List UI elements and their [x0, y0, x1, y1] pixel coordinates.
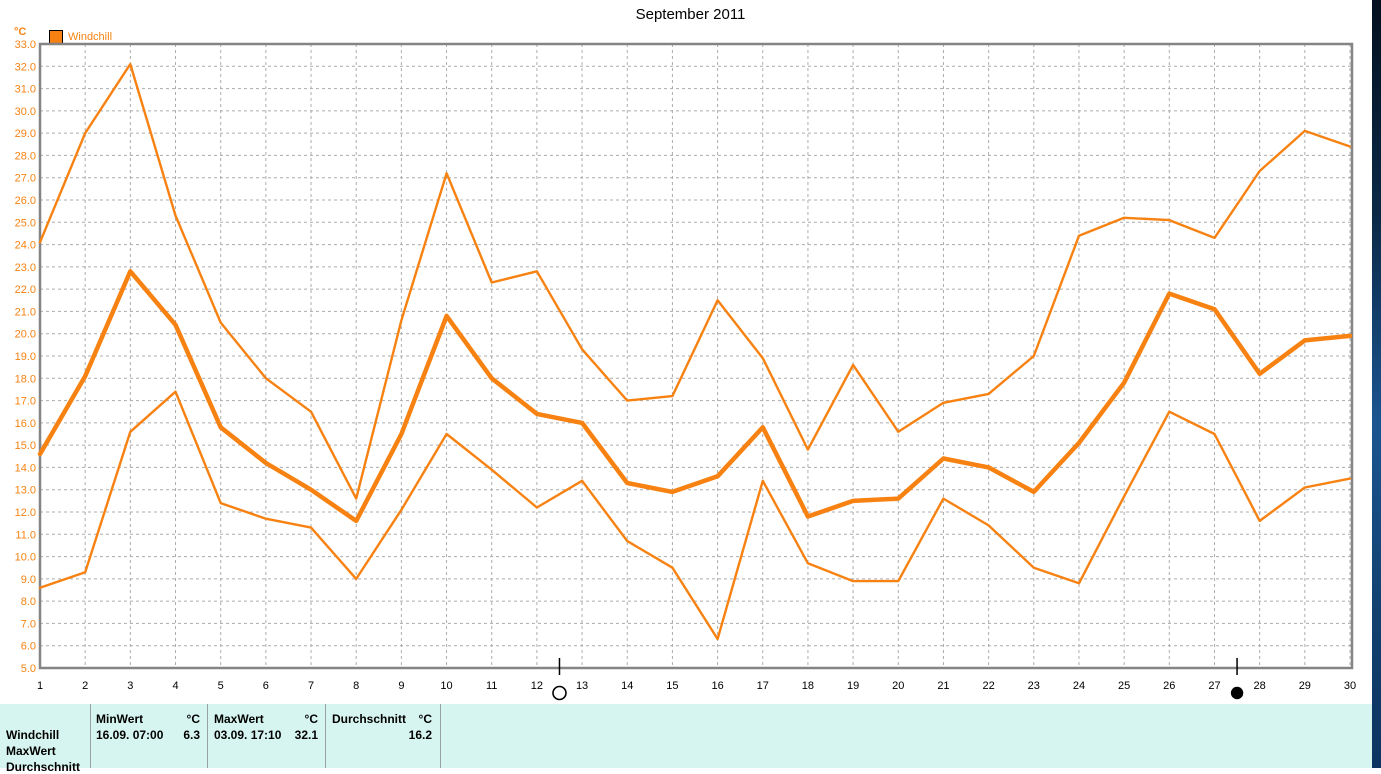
legend: Windchill — [49, 30, 112, 44]
svg-text:11: 11 — [486, 680, 497, 692]
svg-text:29: 29 — [1299, 680, 1311, 692]
series-line-durchschnitt — [37, 269, 1353, 524]
svg-text:5: 5 — [218, 680, 224, 692]
table-separator — [90, 704, 91, 768]
svg-text:8: 8 — [353, 680, 359, 692]
svg-text:13.0: 13.0 — [15, 485, 36, 497]
desktop-background-strip — [1372, 0, 1381, 768]
legend-series-label: Windchill — [68, 31, 113, 43]
table-header-durchschnitt-unit: °C — [418, 712, 432, 726]
table-maxwert-timestamp: 03.09. 17:10 — [214, 728, 282, 742]
svg-text:23: 23 — [1028, 680, 1040, 692]
table-row-label: MaxWert — [6, 744, 56, 758]
svg-text:12.0: 12.0 — [15, 507, 36, 519]
svg-text:30: 30 — [1344, 680, 1356, 692]
svg-text:13: 13 — [576, 680, 588, 692]
svg-text:32.0: 32.0 — [15, 61, 36, 73]
svg-text:8.0: 8.0 — [21, 596, 36, 608]
plot-frame — [38, 42, 1354, 670]
svg-text:4: 4 — [172, 680, 178, 692]
svg-text:33.0: 33.0 — [15, 39, 36, 51]
svg-text:2: 2 — [82, 680, 88, 692]
svg-text:1: 1 — [37, 680, 43, 692]
svg-text:14: 14 — [621, 680, 633, 692]
table-minwert-value: 6.3 — [183, 728, 200, 742]
svg-text:18: 18 — [802, 680, 814, 692]
full-moon-icon — [552, 685, 567, 701]
svg-text:17.0: 17.0 — [15, 396, 36, 408]
svg-text:10: 10 — [440, 680, 452, 692]
svg-text:12: 12 — [531, 680, 543, 692]
y-axis-unit-label: °C — [14, 26, 27, 38]
svg-text:25.0: 25.0 — [15, 217, 36, 229]
svg-text:23.0: 23.0 — [15, 262, 36, 274]
svg-text:27.0: 27.0 — [15, 173, 36, 185]
svg-text:15: 15 — [666, 680, 678, 692]
chart-title: September 2011 — [635, 6, 746, 23]
table-row-label: Durchschnitt — [6, 760, 81, 774]
svg-text:20.0: 20.0 — [15, 329, 36, 341]
svg-text:19.0: 19.0 — [15, 351, 36, 363]
table-row-label: Windchill — [6, 728, 60, 742]
svg-text:9: 9 — [398, 680, 404, 692]
svg-text:14.0: 14.0 — [15, 462, 36, 474]
svg-text:6.0: 6.0 — [21, 641, 36, 653]
svg-text:21.0: 21.0 — [15, 306, 36, 318]
svg-text:22: 22 — [982, 680, 994, 692]
svg-text:25: 25 — [1118, 680, 1130, 692]
svg-text:24: 24 — [1073, 680, 1085, 692]
svg-text:17: 17 — [757, 680, 769, 692]
svg-text:5.0: 5.0 — [21, 663, 36, 675]
svg-text:30.0: 30.0 — [15, 106, 36, 118]
svg-text:21: 21 — [937, 680, 949, 692]
table-header-minwert: MinWert — [96, 712, 144, 726]
svg-text:7: 7 — [308, 680, 314, 692]
series-line-minwert — [38, 390, 1352, 641]
table-separator — [440, 704, 441, 768]
table-minwert-timestamp: 16.09. 07:00 — [96, 728, 164, 742]
table-separator — [325, 704, 326, 768]
svg-text:31.0: 31.0 — [15, 84, 36, 96]
table-maxwert-value: 32.1 — [294, 728, 318, 742]
svg-text:26: 26 — [1163, 680, 1175, 692]
svg-text:6: 6 — [263, 680, 269, 692]
x-tick-labels: 1 2 3 4 5 6 7 8 9 10 11 12 13 14 15 16 17 18 19 20 21 22 23 24 2… — [37, 680, 1356, 692]
svg-text:16.0: 16.0 — [15, 418, 36, 430]
svg-text:28: 28 — [1254, 680, 1266, 692]
svg-text:28.0: 28.0 — [15, 150, 36, 162]
table-header-maxwert-unit: °C — [304, 712, 318, 726]
stats-table: Windchill MaxWert Durchschnitt MinWert °… — [0, 704, 1372, 774]
table-header-durchschnitt: Durchschnitt — [332, 712, 407, 726]
table-header-maxwert: MaxWert — [214, 712, 264, 726]
series-line-maxwert — [38, 62, 1352, 500]
new-moon-icon — [1230, 686, 1244, 700]
svg-text:19: 19 — [847, 680, 859, 692]
svg-text:11.0: 11.0 — [15, 529, 36, 541]
table-header-minwert-unit: °C — [186, 712, 200, 726]
svg-text:10.0: 10.0 — [15, 552, 36, 564]
svg-text:7.0: 7.0 — [21, 618, 36, 630]
table-durchschnitt-value: 16.2 — [408, 728, 432, 742]
svg-text:29.0: 29.0 — [15, 128, 36, 140]
svg-text:22.0: 22.0 — [15, 284, 36, 296]
table-separator — [207, 704, 208, 768]
svg-text:16: 16 — [711, 680, 723, 692]
svg-text:24.0: 24.0 — [15, 240, 36, 252]
svg-text:3: 3 — [127, 680, 133, 692]
svg-text:20: 20 — [892, 680, 904, 692]
svg-text:27: 27 — [1208, 680, 1220, 692]
y-tick-labels: 5.0 6.0 7.0 8.0 9.0 10.0 11.0 12.0 13.0 14.0 15.0 1… — [15, 39, 36, 675]
svg-text:18.0: 18.0 — [15, 373, 36, 385]
moon-markers — [552, 658, 1244, 701]
svg-text:26.0: 26.0 — [15, 195, 36, 207]
gridlines — [40, 44, 1352, 668]
svg-text:9.0: 9.0 — [21, 574, 36, 586]
windchill-line-chart: 5.0 6.0 7.0 8.0 9.0 10.0 11.0 12.0 13.0 14.0 15.0 1… — [15, 39, 1356, 701]
svg-text:15.0: 15.0 — [15, 440, 36, 452]
